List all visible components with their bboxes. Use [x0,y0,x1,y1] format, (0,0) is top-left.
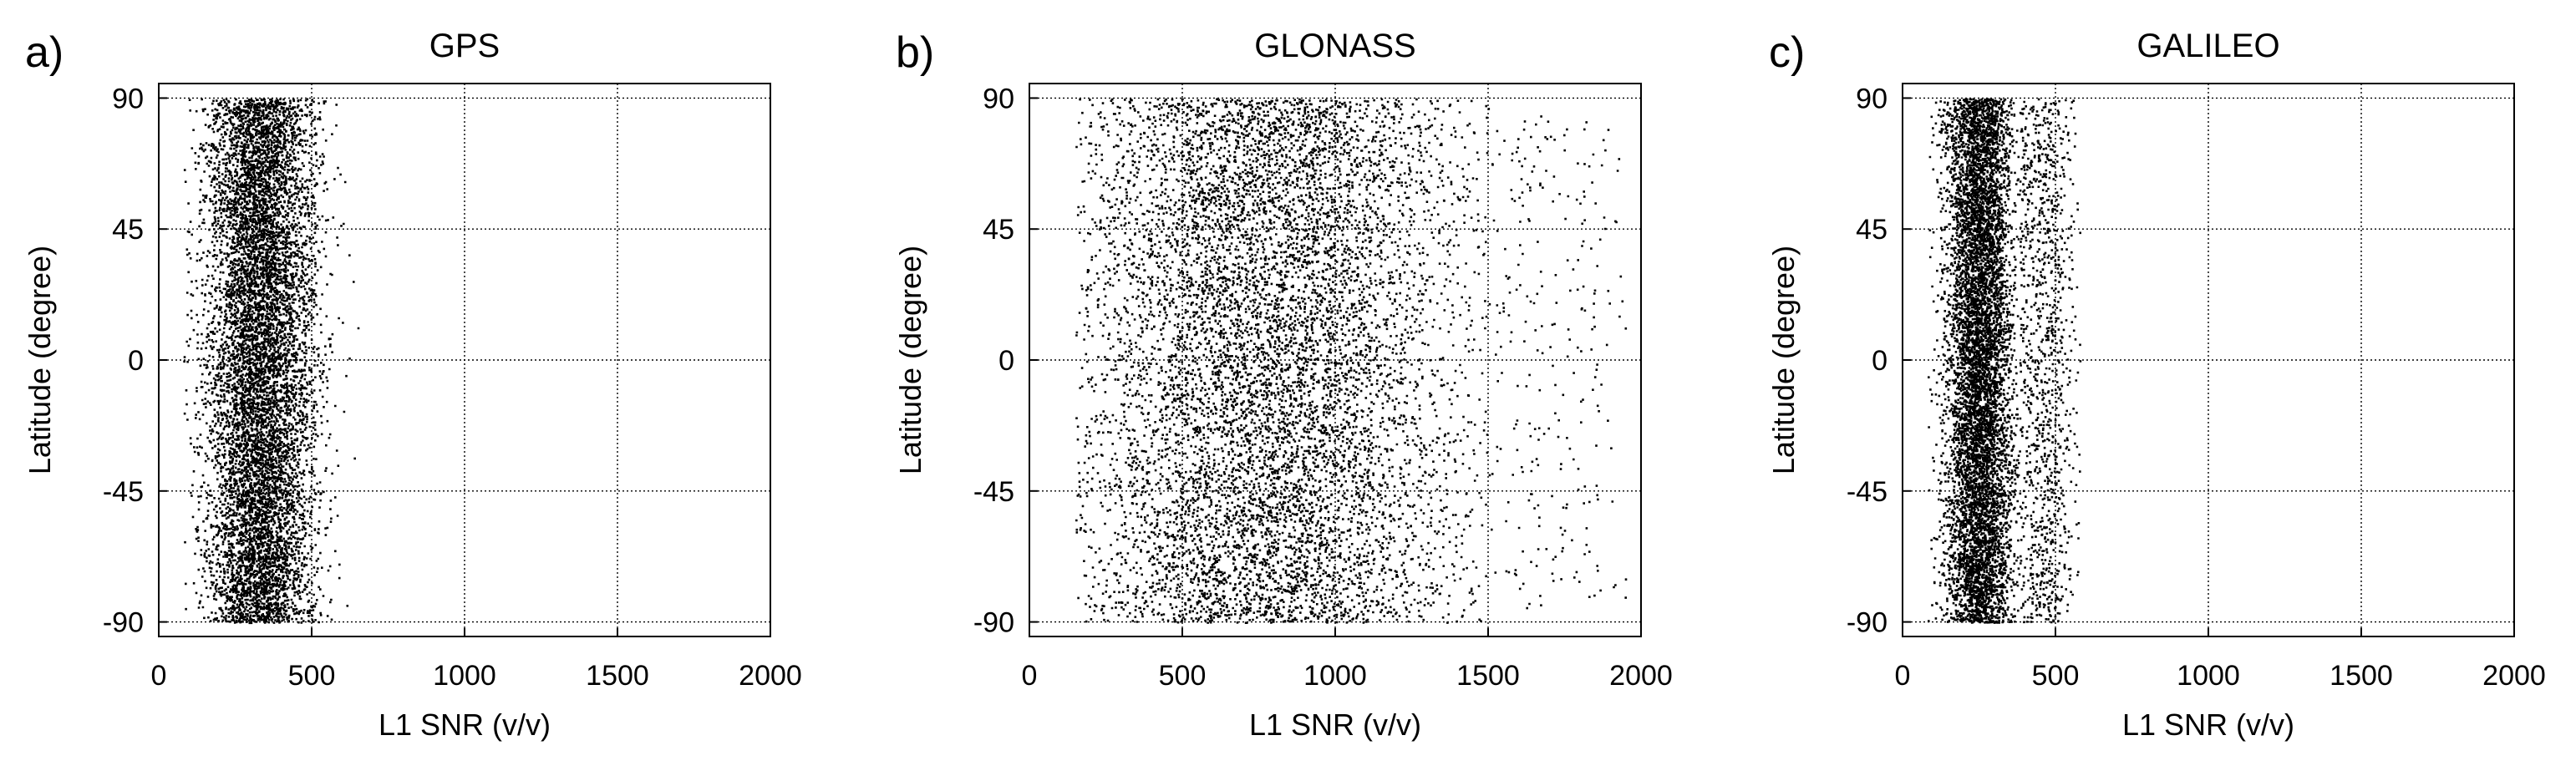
data-points [183,98,360,625]
x-tick-label: 1000 [2177,660,2240,692]
panel-label: b) [896,28,934,77]
data-points [1928,98,2082,624]
data-points [1075,98,1628,624]
y-tick-label: 90 [983,83,1014,114]
y-tick-label: 45 [983,214,1014,246]
x-tick-label: 1500 [586,660,649,692]
x-tick-label: 500 [288,660,336,692]
panel-label: a) [25,28,64,77]
x-tick-label: 500 [2032,660,2080,692]
x-axis-label: L1 SNR (v/v) [2122,707,2294,742]
x-tick-label: 1000 [1303,660,1367,692]
x-tick-label: 1000 [433,660,496,692]
panel-label: c) [1769,28,1805,77]
y-tick-label: 90 [1856,83,1888,114]
y-tick-label: -45 [103,476,144,508]
chart-title: GLONASS [1254,28,1415,64]
y-axis-label: Latitude (degree) [1766,246,1801,474]
x-tick-label: 1500 [1456,660,1520,692]
y-tick-label: -45 [1847,476,1888,508]
scatter-panel-1: 0 500 1000 1500 2000 -90 -45 0 45 90 GPS a) L1 SNR (… [23,28,802,742]
x-tick-label: 2000 [1609,660,1673,692]
y-axis-label: Latitude (degree) [23,246,57,474]
x-tick-label: 0 [151,660,167,692]
x-tick-label: 0 [1022,660,1038,692]
x-axis-label: L1 SNR (v/v) [379,707,551,742]
y-tick-label: 0 [128,345,144,377]
x-tick-label: 500 [1159,660,1207,692]
x-axis-label: L1 SNR (v/v) [1249,707,1421,742]
y-tick-label: -90 [1847,607,1888,639]
y-axis-label: Latitude (degree) [893,246,927,474]
y-tick-label: 90 [112,83,144,114]
y-tick-label: 0 [998,345,1014,377]
y-tick-label: -90 [103,607,144,639]
chart-title: GALILEO [2137,28,2279,64]
y-tick-label: 45 [112,214,144,246]
y-tick-label: -45 [973,476,1014,508]
x-tick-label: 0 [1895,660,1911,692]
chart-title: GPS [429,28,500,64]
scatter-panel-2: 0 500 1000 1500 2000 -90 -45 0 45 90 GLONASS b) L1 S… [893,28,1673,742]
y-tick-label: -90 [973,607,1014,639]
y-tick-label: 0 [1872,345,1888,377]
scatter-panel-3: 0 500 1000 1500 2000 -90 -45 0 45 90 GALILEO c) L1 S… [1766,28,2546,742]
x-tick-label: 2000 [739,660,802,692]
x-tick-label: 2000 [2482,660,2546,692]
y-tick-label: 45 [1856,214,1888,246]
x-tick-label: 1500 [2330,660,2393,692]
